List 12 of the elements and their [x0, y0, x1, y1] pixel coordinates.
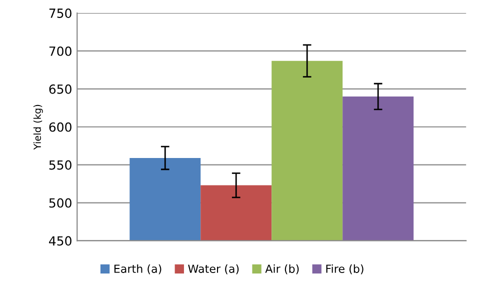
- y-axis-title: Yield (kg): [33, 104, 43, 150]
- y-tick-label: 500: [49, 198, 72, 208]
- y-tick-label: 550: [49, 160, 72, 170]
- legend-label: Air (b): [265, 264, 299, 274]
- legend-label: Earth (a): [114, 264, 162, 274]
- y-tick-label: 600: [49, 122, 72, 132]
- y-tick-label: 450: [49, 236, 72, 246]
- y-tick-label: 650: [49, 84, 72, 94]
- y-tick-label: 700: [49, 46, 72, 56]
- y-tick-label: 750: [49, 8, 72, 18]
- legend-label: Water (a): [188, 264, 239, 274]
- legend-label: Fire (b): [326, 264, 364, 274]
